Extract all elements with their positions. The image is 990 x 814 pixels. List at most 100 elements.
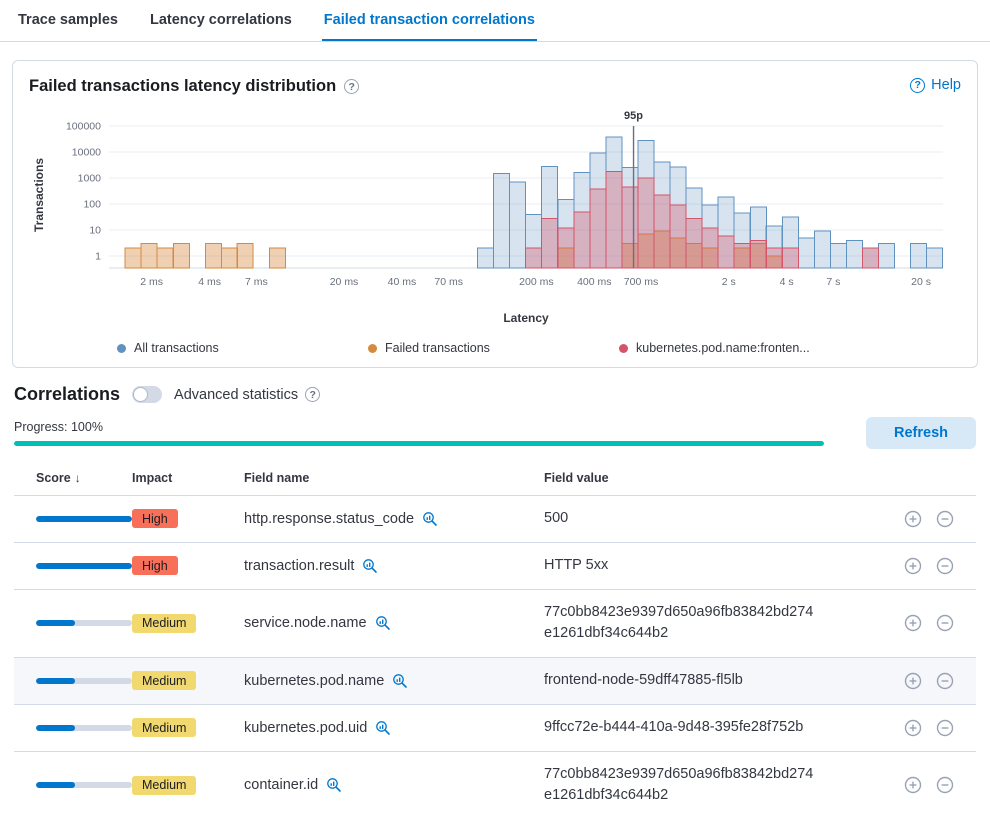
impact-badge: Medium <box>132 775 197 795</box>
help-icon: ? <box>910 77 926 93</box>
score-bar <box>36 782 132 789</box>
chart-legend: All transactions Failed transactions kub… <box>29 341 961 355</box>
advanced-statistics-toggle[interactable] <box>132 386 163 403</box>
column-header-actions <box>870 465 976 496</box>
tabs-bar: Trace samples Latency correlations Faile… <box>0 0 990 42</box>
question-in-circle-icon[interactable]: ? <box>344 79 360 94</box>
sort-descending-icon: ↓ <box>74 471 81 485</box>
field-value: HTTP 5xx <box>544 556 609 573</box>
field-name: container.id <box>244 777 319 794</box>
svg-text:1000: 1000 <box>78 173 102 185</box>
legend-item[interactable]: Failed transactions <box>368 341 619 355</box>
legend-dot-icon <box>368 343 377 353</box>
refresh-button[interactable]: Refresh <box>866 417 976 449</box>
field-value: 500 <box>544 510 569 526</box>
advanced-statistics-label: Advanced statistics ? <box>174 386 321 403</box>
view-in-discover-icon[interactable] <box>375 720 391 736</box>
view-in-discover-icon[interactable] <box>326 777 342 793</box>
column-header-score[interactable]: Score ↓ <box>14 465 132 496</box>
svg-text:2 ms: 2 ms <box>140 276 163 288</box>
tab-latency-correlations[interactable]: Latency correlations <box>149 12 292 28</box>
svg-text:10: 10 <box>89 225 101 237</box>
filter-for-value-icon[interactable] <box>904 614 922 632</box>
help-label: Help <box>931 77 961 93</box>
view-in-discover-icon[interactable] <box>362 558 378 574</box>
legend-dot-icon <box>619 343 628 353</box>
progress-label: Progress: 100% <box>14 420 103 434</box>
field-value: frontend-node-59dff47885-fl5lb <box>544 672 743 688</box>
latency-histogram-chart[interactable]: 1 10 100 1000 10000 100000 2 ms 4 ms 7 ms 20 ms 40… <box>29 108 961 328</box>
legend-dot-icon <box>117 343 126 353</box>
toggle-thumb <box>133 387 149 402</box>
svg-text:40 ms: 40 ms <box>388 276 417 288</box>
svg-text:7 ms: 7 ms <box>245 276 268 288</box>
field-value: 9ffcc72e-b444-410a-9d48-395fe28f752b <box>544 718 804 735</box>
table-row[interactable]: Medium service.node.name 77c0bb8423e9397… <box>14 589 976 658</box>
field-value: 77c0bb8423e9397d650a96fb83842bd274e1261d… <box>544 603 814 642</box>
svg-text:1: 1 <box>95 251 101 263</box>
table-row[interactable]: High http.response.status_code 500 <box>14 495 976 543</box>
legend-item[interactable]: All transactions <box>117 341 368 355</box>
filter-for-value-icon[interactable] <box>904 776 922 794</box>
panel-title-text: Failed transactions latency distribution <box>29 77 337 95</box>
score-bar <box>36 562 132 569</box>
tab-trace-samples[interactable]: Trace samples <box>18 12 118 28</box>
correlations-table-body: High http.response.status_code 500 High … <box>14 495 976 814</box>
filter-out-value-icon[interactable] <box>936 614 954 632</box>
view-in-discover-icon[interactable] <box>375 615 391 631</box>
score-bar <box>36 724 132 731</box>
table-row[interactable]: Medium kubernetes.pod.name frontend-node… <box>14 657 976 705</box>
impact-badge: High <box>132 556 178 576</box>
filter-out-value-icon[interactable] <box>936 510 954 528</box>
svg-text:10000: 10000 <box>72 147 101 159</box>
impact-badge: Medium <box>132 671 197 691</box>
score-bar <box>36 515 132 522</box>
impact-badge: Medium <box>132 718 197 738</box>
legend-label: kubernetes.pod.name:fronten... <box>636 341 810 355</box>
advanced-statistics-text: Advanced statistics <box>174 386 299 403</box>
column-header-impact: Impact <box>132 465 244 496</box>
filter-for-value-icon[interactable] <box>904 672 922 690</box>
svg-text:Latency: Latency <box>503 311 549 325</box>
question-in-circle-icon[interactable]: ? <box>305 387 321 402</box>
field-name: transaction.result <box>244 557 355 574</box>
svg-text:700 ms: 700 ms <box>624 276 658 288</box>
svg-text:20 ms: 20 ms <box>330 276 359 288</box>
field-name: kubernetes.pod.uid <box>244 719 368 736</box>
table-row[interactable]: Medium kubernetes.pod.uid 9ffcc72e-b444-… <box>14 704 976 752</box>
filter-out-value-icon[interactable] <box>936 672 954 690</box>
filter-out-value-icon[interactable] <box>936 719 954 737</box>
svg-text:Transactions: Transactions <box>32 158 46 232</box>
legend-label: All transactions <box>134 341 219 355</box>
svg-text:100000: 100000 <box>66 121 101 133</box>
column-header-field-name: Field name <box>244 465 544 496</box>
column-header-field-value: Field value <box>544 465 870 496</box>
panel-title: Failed transactions latency distribution… <box>29 77 360 96</box>
filter-for-value-icon[interactable] <box>904 510 922 528</box>
progress-bar-fill <box>14 441 824 446</box>
filter-for-value-icon[interactable] <box>904 719 922 737</box>
table-row[interactable]: Medium container.id 77c0bb8423e9397d650a… <box>14 751 976 814</box>
legend-item[interactable]: kubernetes.pod.name:fronten... <box>619 341 870 355</box>
svg-text:7 s: 7 s <box>826 276 840 288</box>
field-name: kubernetes.pod.name <box>244 672 385 689</box>
score-bar <box>36 677 132 684</box>
view-in-discover-icon[interactable] <box>422 511 438 527</box>
svg-text:20 s: 20 s <box>911 276 931 288</box>
score-bar <box>36 620 132 627</box>
filter-out-value-icon[interactable] <box>936 557 954 575</box>
latency-distribution-panel: Failed transactions latency distribution… <box>12 60 978 368</box>
legend-label: Failed transactions <box>385 341 490 355</box>
impact-badge: Medium <box>132 613 197 633</box>
tab-failed-transaction-correlations[interactable]: Failed transaction correlations <box>322 0 537 41</box>
svg-text:4 s: 4 s <box>780 276 794 288</box>
view-in-discover-icon[interactable] <box>392 673 408 689</box>
filter-for-value-icon[interactable] <box>904 557 922 575</box>
filter-out-value-icon[interactable] <box>936 776 954 794</box>
help-link[interactable]: ? Help <box>910 77 961 93</box>
svg-text:100: 100 <box>83 199 101 211</box>
correlations-table: Score ↓ Impact Field name Field value Hig… <box>14 465 976 814</box>
svg-text:4 ms: 4 ms <box>198 276 221 288</box>
table-row[interactable]: High transaction.result HTTP 5xx <box>14 542 976 590</box>
svg-text:95p: 95p <box>624 110 643 122</box>
